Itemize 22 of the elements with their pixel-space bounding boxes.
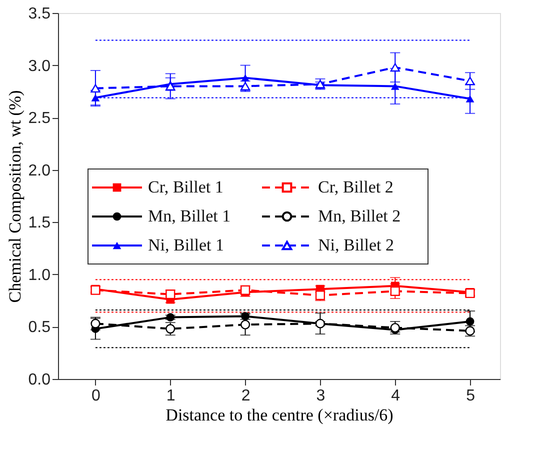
legend-label: Mn, Billet 2 [318, 206, 401, 226]
y-axis-title: Chemical Composition, wt (%) [5, 90, 24, 303]
legend-label: Ni, Billet 2 [318, 236, 394, 254]
y-tick-label: 0.0 [28, 372, 51, 388]
y-tick-label: 3.0 [28, 58, 51, 75]
legend-label: Cr, Billet 1 [148, 178, 224, 196]
y-tick-label: 1.0 [28, 266, 51, 284]
y-tick-label: 3.5 [28, 6, 51, 22]
y-tick-label: 0.5 [28, 319, 51, 336]
legend-label: Mn, Billet 1 [148, 206, 231, 226]
y-tick-label: 2.5 [28, 110, 51, 128]
x-tick-label: 0 [92, 388, 101, 404]
x-tick-label: 5 [466, 388, 476, 404]
y-tick-label: 2.0 [28, 162, 51, 180]
x-tick-label: 3 [316, 388, 326, 404]
legend-label: Cr, Billet 2 [318, 178, 394, 196]
x-tick-label: 1 [166, 388, 176, 404]
x-axis-title: Distance to the centre (×radius/6) [166, 406, 394, 424]
legend-label: Ni, Billet 1 [148, 236, 224, 254]
x-tick-label: 2 [241, 388, 250, 404]
y-tick-label: 1.5 [28, 214, 51, 232]
x-tick-label: 4 [391, 388, 400, 404]
